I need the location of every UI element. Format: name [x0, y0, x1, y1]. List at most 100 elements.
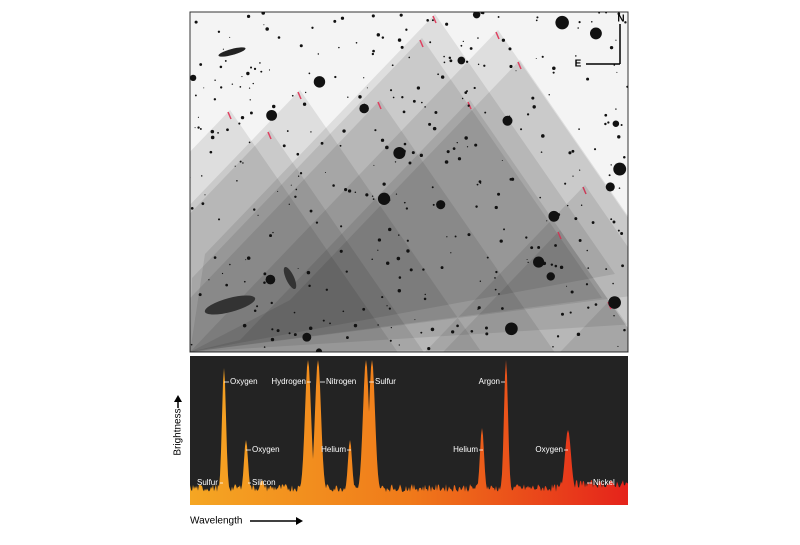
star: [214, 79, 216, 81]
star: [437, 73, 440, 76]
star: [377, 249, 379, 251]
star: [546, 220, 548, 222]
star: [498, 293, 500, 295]
star: [347, 96, 349, 98]
star: [605, 12, 608, 14]
star: [194, 20, 198, 24]
star: [229, 263, 231, 266]
star: [474, 143, 478, 147]
star: [604, 113, 608, 117]
star: [446, 236, 448, 238]
star: [249, 111, 253, 115]
star: [199, 63, 203, 66]
star: [467, 104, 470, 107]
star: [236, 179, 238, 182]
exposure-wedge: [190, 185, 628, 352]
exposure-wedge: [190, 30, 628, 352]
star: [610, 218, 613, 221]
star: [557, 213, 561, 217]
star: [608, 296, 621, 309]
star: [310, 131, 312, 133]
star: [198, 293, 202, 297]
exposure-wedge: [190, 100, 628, 352]
star: [617, 345, 619, 348]
star: [501, 159, 503, 162]
wedge-marker: [495, 31, 500, 40]
star: [403, 201, 406, 204]
star: [484, 111, 487, 114]
star: [483, 64, 486, 67]
star: [302, 102, 307, 106]
star: [464, 136, 468, 140]
star: [411, 151, 415, 155]
star: [422, 268, 425, 271]
star: [388, 307, 391, 310]
star: [624, 21, 627, 24]
star: [552, 345, 554, 348]
y-axis-label: Brightness: [173, 408, 184, 455]
star: [263, 281, 266, 284]
star: [238, 122, 241, 125]
star: [481, 12, 485, 15]
star: [505, 322, 518, 336]
star: [576, 332, 581, 337]
star: [540, 151, 543, 153]
star: [266, 109, 278, 121]
star: [548, 210, 560, 222]
wedge-marker: [517, 61, 522, 70]
star: [396, 256, 401, 261]
star: [371, 14, 375, 18]
star: [450, 252, 452, 254]
wedge-marker: [227, 111, 232, 120]
star: [355, 41, 358, 44]
star: [416, 86, 421, 90]
star: [225, 283, 228, 287]
star: [213, 98, 217, 101]
star: [282, 144, 286, 148]
star: [577, 27, 579, 29]
star: [315, 348, 323, 352]
star: [569, 311, 572, 314]
star: [380, 138, 385, 142]
star: [290, 184, 292, 186]
star: [533, 256, 545, 268]
star: [190, 74, 197, 82]
star: [460, 44, 463, 47]
star: [532, 105, 536, 109]
star: [297, 175, 300, 177]
star: [428, 122, 432, 126]
compass-east: E: [575, 59, 582, 70]
star: [574, 217, 578, 221]
star: [246, 14, 251, 18]
y-arrowhead: [174, 395, 182, 402]
star: [288, 203, 290, 205]
star: [593, 148, 597, 151]
star: [473, 86, 476, 90]
star: [621, 264, 624, 268]
star: [605, 268, 608, 271]
star: [444, 160, 449, 164]
star: [395, 193, 398, 195]
star: [465, 60, 469, 63]
star: [308, 72, 311, 75]
star: [539, 196, 542, 199]
star: [295, 188, 298, 191]
star: [495, 270, 498, 274]
star: [449, 59, 453, 63]
star: [277, 36, 281, 39]
star: [265, 274, 276, 285]
star: [291, 94, 294, 97]
star: [339, 249, 343, 253]
star: [286, 130, 289, 132]
exposure-wedge: [190, 60, 628, 352]
star: [615, 108, 617, 110]
star: [224, 59, 227, 62]
galaxy: [283, 266, 297, 290]
star: [338, 46, 340, 49]
star: [448, 56, 452, 60]
wedge-marker: [582, 186, 587, 195]
star: [371, 195, 374, 197]
star: [594, 303, 598, 306]
star: [381, 36, 385, 39]
star: [559, 265, 564, 270]
